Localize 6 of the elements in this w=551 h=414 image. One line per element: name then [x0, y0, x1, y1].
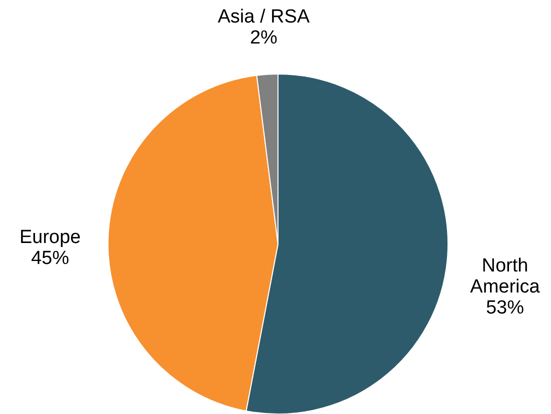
slice-label: North America [470, 255, 540, 298]
data-label: 45% [31, 248, 70, 269]
data-label: 53% [486, 297, 524, 318]
slice-label: Asia / RSA [218, 6, 310, 28]
slice-label: Europe [19, 226, 81, 248]
data-label: 2% [250, 27, 278, 48]
